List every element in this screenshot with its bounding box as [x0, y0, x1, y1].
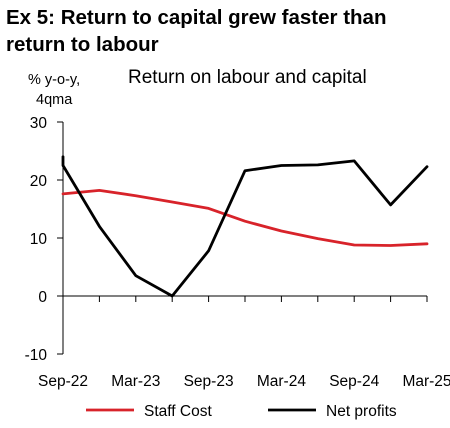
x-tick-label: Mar-24: [257, 373, 306, 390]
y-tick-label: 30: [30, 115, 48, 132]
chart-title: Return on labour and capital: [128, 67, 367, 88]
x-tick-label: Sep-24: [329, 373, 379, 390]
y-tick-label: 20: [30, 173, 48, 190]
legend-label-staff-cost: Staff Cost: [144, 403, 212, 420]
y-axis-label-line-2: 4qma: [36, 92, 73, 108]
y-axis-label: % y-o-y, 4qma: [28, 70, 108, 110]
legend-label-net-profits: Net profits: [326, 403, 397, 420]
chart-lines: [61, 155, 429, 298]
x-tick-label: Mar-25: [402, 373, 450, 390]
x-tick-label: Sep-23: [184, 373, 234, 390]
exhibit-title: Ex 5: Return to capital grew faster than…: [6, 6, 387, 56]
y-tick-label: 10: [30, 231, 48, 248]
x-tick-label: Mar-23: [111, 373, 160, 390]
y-axis-label-line-1: % y-o-y,: [28, 72, 81, 88]
series-line-staff-cost: [61, 188, 429, 247]
series-line-net-profits: [61, 155, 429, 298]
y-tick-label: -10: [25, 347, 48, 364]
chart-axes: -10 0 10 20 30 Sep-22 Mar-23 Sep-23 Mar-24 Sep-24…: [25, 115, 450, 390]
x-tick-label: Sep-22: [38, 373, 88, 390]
y-tick-label: 0: [38, 289, 47, 306]
chart-legend: Staff Cost Net profits: [86, 403, 397, 420]
